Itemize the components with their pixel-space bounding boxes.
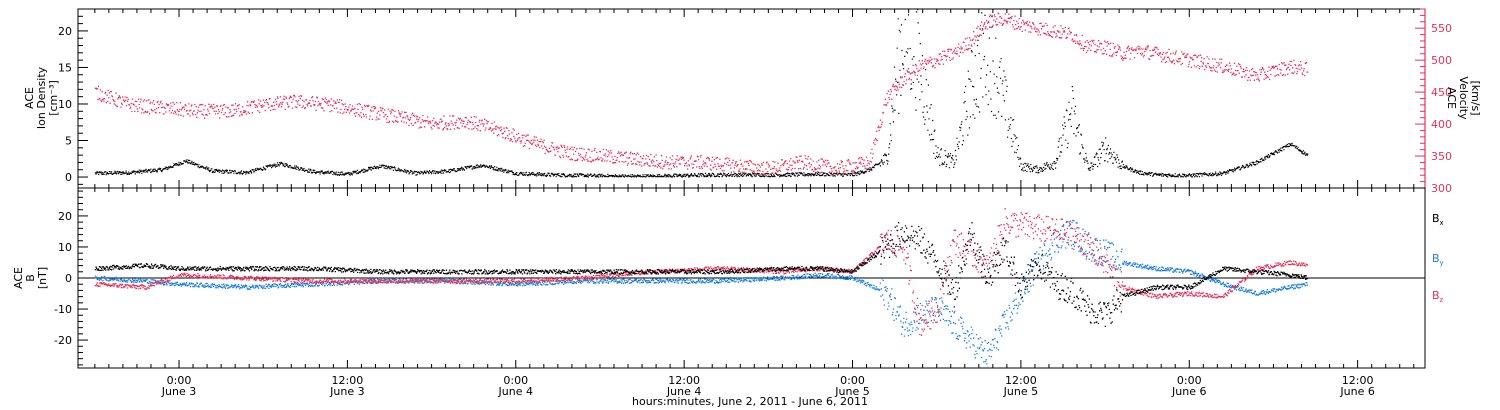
legend-bz: Bz xyxy=(1432,289,1444,304)
bfield-legend: Bx By Bz xyxy=(1432,212,1444,304)
velocity-tick-label: 550 xyxy=(1431,22,1452,35)
bx-series xyxy=(94,222,1309,328)
x-time-label: 0:00 xyxy=(503,374,528,387)
x-axis-title: hours:minutes, June 2, 2011 - June 6, 20… xyxy=(632,395,868,408)
bfield-axis-title-line1: ACE xyxy=(12,267,25,289)
magnetic-field-panel: -20 -10 0 10 20 xyxy=(54,187,1426,369)
density-tick-label: 20 xyxy=(58,25,72,38)
legend-by: By xyxy=(1432,252,1444,267)
x-date-label: June 5 xyxy=(1003,385,1038,398)
x-time-label: 0:00 xyxy=(840,374,865,387)
x-date-label: June 5 xyxy=(834,385,869,398)
x-time-label: 0:00 xyxy=(1177,374,1202,387)
velocity-axis-title-line1: ACE xyxy=(1445,87,1458,109)
x-date-label: June 6 xyxy=(1171,385,1206,398)
density-axis-title-line1: ACE xyxy=(23,87,36,109)
density-axis-title-line3: [cm⁻³] xyxy=(47,80,60,116)
bfield-tick-label: 0 xyxy=(65,272,72,285)
x-date-label: June 3 xyxy=(161,385,196,398)
by-series-points xyxy=(94,219,1309,365)
legend-bx: Bx xyxy=(1432,212,1444,227)
bfield-tick-label: 20 xyxy=(58,210,72,223)
bfield-axis-title-line2: B xyxy=(24,274,37,282)
velocity-tick-label: 450 xyxy=(1431,86,1452,99)
x-time-label: 12:00 xyxy=(668,374,700,387)
density-tick-label: 10 xyxy=(58,98,72,111)
x-time-label: 12:00 xyxy=(332,374,364,387)
x-time-label: 12:00 xyxy=(1342,374,1374,387)
bx-series-points xyxy=(94,222,1309,328)
bfield-tick-label: -20 xyxy=(54,334,72,347)
velocity-points xyxy=(94,12,1309,176)
density-tick-label: 15 xyxy=(58,61,72,74)
velocity-axis-title-line2: Velocity xyxy=(1457,76,1470,120)
velocity-tick-label: 400 xyxy=(1431,118,1452,131)
x-date-label: June 4 xyxy=(498,385,533,398)
by-series xyxy=(94,219,1309,365)
plasma-panel-frame xyxy=(77,8,1426,189)
plasma-panel: 0 5 10 15 20 300 350 400 450 500 550 xyxy=(58,8,1452,195)
x-time-label: 12:00 xyxy=(1005,374,1037,387)
x-date-label: June 6 xyxy=(1339,385,1374,398)
density-tick-label: 0 xyxy=(65,171,72,184)
velocity-tick-label: 350 xyxy=(1431,150,1452,163)
bz-series xyxy=(94,208,1309,336)
bfield-axis-title-line3: [nT] xyxy=(36,267,49,289)
velocity-tick-label: 500 xyxy=(1431,54,1452,67)
bz-series-points xyxy=(94,208,1309,336)
velocity-series xyxy=(94,12,1309,176)
velocity-axis-title-line3: [km/s] xyxy=(1469,80,1482,115)
velocity-tick-label: 300 xyxy=(1431,182,1452,195)
x-date-label: June 3 xyxy=(329,385,364,398)
density-tick-label: 5 xyxy=(65,135,72,148)
density-series xyxy=(94,8,1309,178)
x-time-label: 0:00 xyxy=(167,374,192,387)
bfield-tick-label: -10 xyxy=(54,303,72,316)
density-points xyxy=(94,8,1309,178)
density-axis-title-line2: Ion Density xyxy=(35,66,48,129)
x-date-label: June 4 xyxy=(666,385,701,398)
bfield-tick-label: 10 xyxy=(58,241,72,254)
